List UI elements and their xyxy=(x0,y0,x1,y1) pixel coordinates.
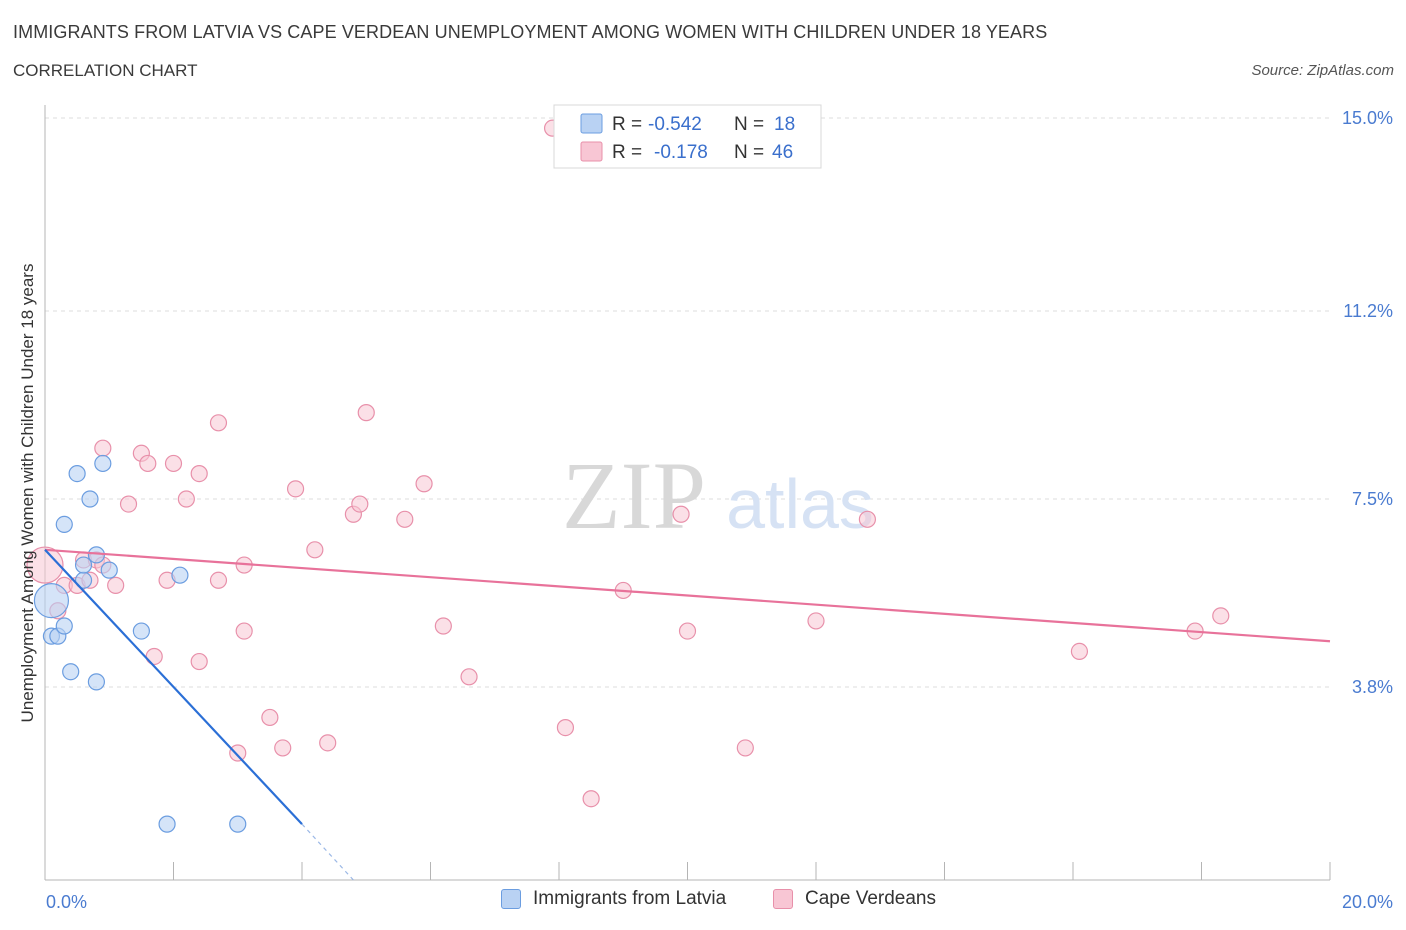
latvia-point xyxy=(68,465,86,483)
x-tick-labels: 0.0% 20.0% xyxy=(46,892,1393,912)
cape-verdeans-point xyxy=(190,465,208,483)
cape-verdeans-point xyxy=(107,576,125,594)
cape-verdeans-point xyxy=(351,495,369,513)
legend-r-value-1: -0.542 xyxy=(648,114,702,135)
cape-verdeans-trendline xyxy=(44,548,1331,643)
latvia-point xyxy=(100,561,118,579)
legend-item-latvia: Immigrants from Latvia xyxy=(501,888,726,910)
series-immigrants-from-latvia xyxy=(33,454,247,833)
latvia-point xyxy=(87,673,106,691)
legend-label-cape-verdeans: Cape Verdeans xyxy=(805,888,936,909)
chart-title: IMMIGRANTS FROM LATVIA VS CAPE VERDEAN U… xyxy=(13,22,1048,42)
y-tick-label-0: 3.8% xyxy=(1352,677,1393,697)
cape-verdeans-point xyxy=(190,652,208,671)
cape-verdeans-point xyxy=(286,480,305,498)
cape-verdeans-point xyxy=(678,622,697,640)
cape-verdeans-point xyxy=(177,490,195,508)
latvia-point xyxy=(158,815,176,833)
latvia-trendline xyxy=(44,549,303,825)
legend-item-cape-verdeans: Cape Verdeans xyxy=(773,888,936,910)
latvia-point xyxy=(74,556,93,574)
cape-verdeans-point xyxy=(396,510,414,528)
watermark-atlas: atlas xyxy=(726,465,874,543)
axes xyxy=(44,105,1331,881)
cape-verdeans-point xyxy=(209,414,228,432)
legend-n-label-2: N = xyxy=(734,142,764,163)
cape-verdeans-point xyxy=(582,790,600,808)
cape-verdeans-point xyxy=(164,454,183,473)
cape-verdeans-point xyxy=(357,404,375,422)
cape-verdeans-point xyxy=(736,739,754,757)
cape-verdeans-point xyxy=(415,475,433,493)
watermark-zip: ZIP xyxy=(562,442,706,549)
latvia-point xyxy=(55,617,73,635)
latvia-point xyxy=(81,490,99,508)
series-legend: Immigrants from Latvia Cape Verdeans xyxy=(0,888,1406,918)
cape-verdeans-point xyxy=(209,571,228,589)
latvia-trendline-extension xyxy=(301,823,354,881)
cape-verdeans-point xyxy=(229,744,247,762)
latvia-point xyxy=(33,582,70,619)
legend-swatch-cape-verdeans xyxy=(773,889,793,909)
latvia-point xyxy=(132,622,150,640)
x-tick-label-max: 20.0% xyxy=(1342,892,1393,912)
legend-swatch-blue xyxy=(580,113,603,134)
legend-n-value-1: 18 xyxy=(774,114,795,135)
cape-verdeans-point xyxy=(672,505,690,523)
cape-verdeans-point xyxy=(556,718,575,737)
cape-verdeans-point xyxy=(119,495,138,513)
latvia-point xyxy=(62,663,80,681)
x-tick-label-min: 0.0% xyxy=(46,892,87,912)
correlation-legend: R = -0.542 N = 18 R = -0.178 N = 46 xyxy=(553,104,822,169)
legend-label-latvia: Immigrants from Latvia xyxy=(533,888,727,909)
cape-verdeans-point xyxy=(306,541,324,559)
cape-verdeans-point xyxy=(460,668,478,686)
cape-verdeans-point xyxy=(261,708,279,727)
latvia-point xyxy=(94,454,112,473)
cape-verdeans-point xyxy=(807,612,825,630)
cape-verdeans-point xyxy=(319,734,337,752)
cape-verdeans-point xyxy=(235,622,253,640)
latvia-point xyxy=(55,515,73,534)
cape-verdeans-point xyxy=(858,510,877,528)
y-tick-labels: 3.8% 7.5% 11.2% 15.0% xyxy=(1342,108,1393,697)
legend-n-value-2: 46 xyxy=(772,142,793,163)
grid-lines xyxy=(45,117,1330,688)
legend-r-value-2: -0.178 xyxy=(654,142,708,163)
watermark: ZIP atlas xyxy=(562,442,874,549)
cape-verdeans-point xyxy=(139,454,157,473)
legend-r-label-2: R = xyxy=(612,142,642,163)
y-tick-label-2: 11.2% xyxy=(1343,301,1393,321)
source-label: Source: ZipAtlas.com xyxy=(1251,62,1394,79)
cape-verdeans-point xyxy=(1212,607,1230,625)
legend-swatch-pink xyxy=(580,141,603,162)
latvia-point xyxy=(229,815,247,833)
trend-lines xyxy=(44,548,1331,881)
cape-verdeans-point xyxy=(26,546,64,584)
cape-verdeans-point xyxy=(94,439,112,457)
legend-n-label-1: N = xyxy=(734,114,764,135)
cape-verdeans-point xyxy=(274,739,292,757)
cape-verdeans-point xyxy=(1070,642,1089,661)
cape-verdeans-point xyxy=(145,647,163,666)
y-tick-label-1: 7.5% xyxy=(1352,489,1393,509)
cape-verdeans-point xyxy=(434,617,452,635)
chart-subtitle: CORRELATION CHART xyxy=(13,61,198,80)
y-tick-label-3: 15.0% xyxy=(1342,108,1393,128)
legend-swatch-latvia xyxy=(501,889,521,909)
y-axis-title: Unemployment Among Women with Children U… xyxy=(18,264,37,723)
latvia-point xyxy=(171,566,189,584)
legend-r-label-1: R = xyxy=(612,114,642,135)
